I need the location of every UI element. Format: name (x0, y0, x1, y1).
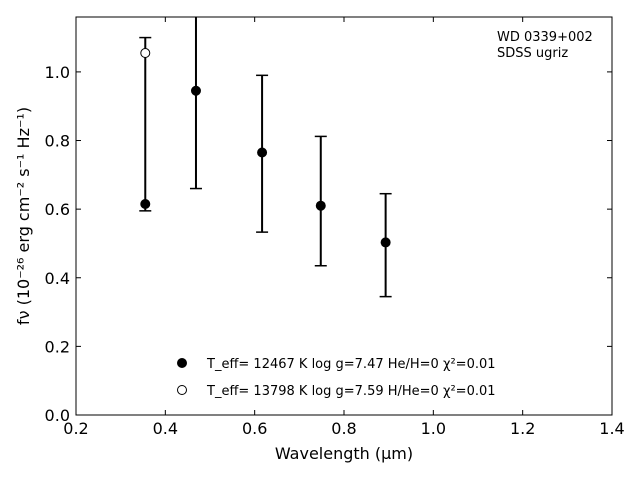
y-axis: 0.0 0.2 0.4 0.6 0.8 1.0 (45, 63, 612, 425)
y-tick-label: 1.0 (45, 63, 70, 82)
model-point-filled (257, 147, 268, 158)
x-tick-label: 0.8 (331, 419, 356, 438)
error-bar (139, 36, 152, 212)
x-tick-label: 0.2 (63, 419, 88, 438)
y-tick-label: 0.4 (45, 269, 70, 288)
y-axis-label: fν (10⁻²⁶ erg cm⁻² s⁻¹ Hz⁻¹) (14, 107, 33, 325)
legend-label: T_eff= 13798 K log g=7.59 H/He=0 χ²=0.01 (206, 384, 496, 399)
x-tick-label: 1.4 (599, 419, 624, 438)
x-tick-label: 0.6 (242, 419, 267, 438)
annotation-block: WD 0339+002 SDSS ugriz (497, 30, 593, 61)
model-point-open (140, 48, 151, 59)
annotation-survey: SDSS ugriz (497, 46, 568, 61)
model-point-filled (380, 237, 391, 248)
legend-marker (177, 358, 187, 368)
error-bars (139, 17, 392, 298)
x-tick-label: 0.4 (153, 419, 178, 438)
x-tick-label: 1.0 (421, 419, 446, 438)
model-point-filled (315, 200, 326, 211)
plot-frame (75, 16, 613, 416)
model-point-filled (190, 85, 201, 96)
annotation-object: WD 0339+002 (497, 30, 593, 45)
legend-marker (177, 385, 187, 395)
x-tick-label: 1.2 (510, 419, 535, 438)
model-point-filled (140, 198, 151, 209)
y-tick-label: 0.8 (45, 132, 70, 151)
y-tick-label: 0.0 (45, 406, 70, 425)
x-axis: 0.2 0.4 0.6 0.8 1.0 1.2 1.4 (63, 17, 625, 438)
data-points (140, 48, 391, 248)
x-axis-label: Wavelength (μm) (275, 444, 413, 463)
legend: T_eff= 12467 K log g=7.47 He/H=0 χ²=0.01… (177, 357, 496, 399)
y-tick-label: 0.2 (45, 337, 70, 356)
legend-label: T_eff= 12467 K log g=7.47 He/H=0 χ²=0.01 (206, 357, 496, 372)
plot-area: 0.2 0.4 0.6 0.8 1.0 1.2 1.4 0.00.20.40.60.81.0 (45, 16, 625, 438)
y-tick-label: 0.6 (45, 200, 70, 219)
